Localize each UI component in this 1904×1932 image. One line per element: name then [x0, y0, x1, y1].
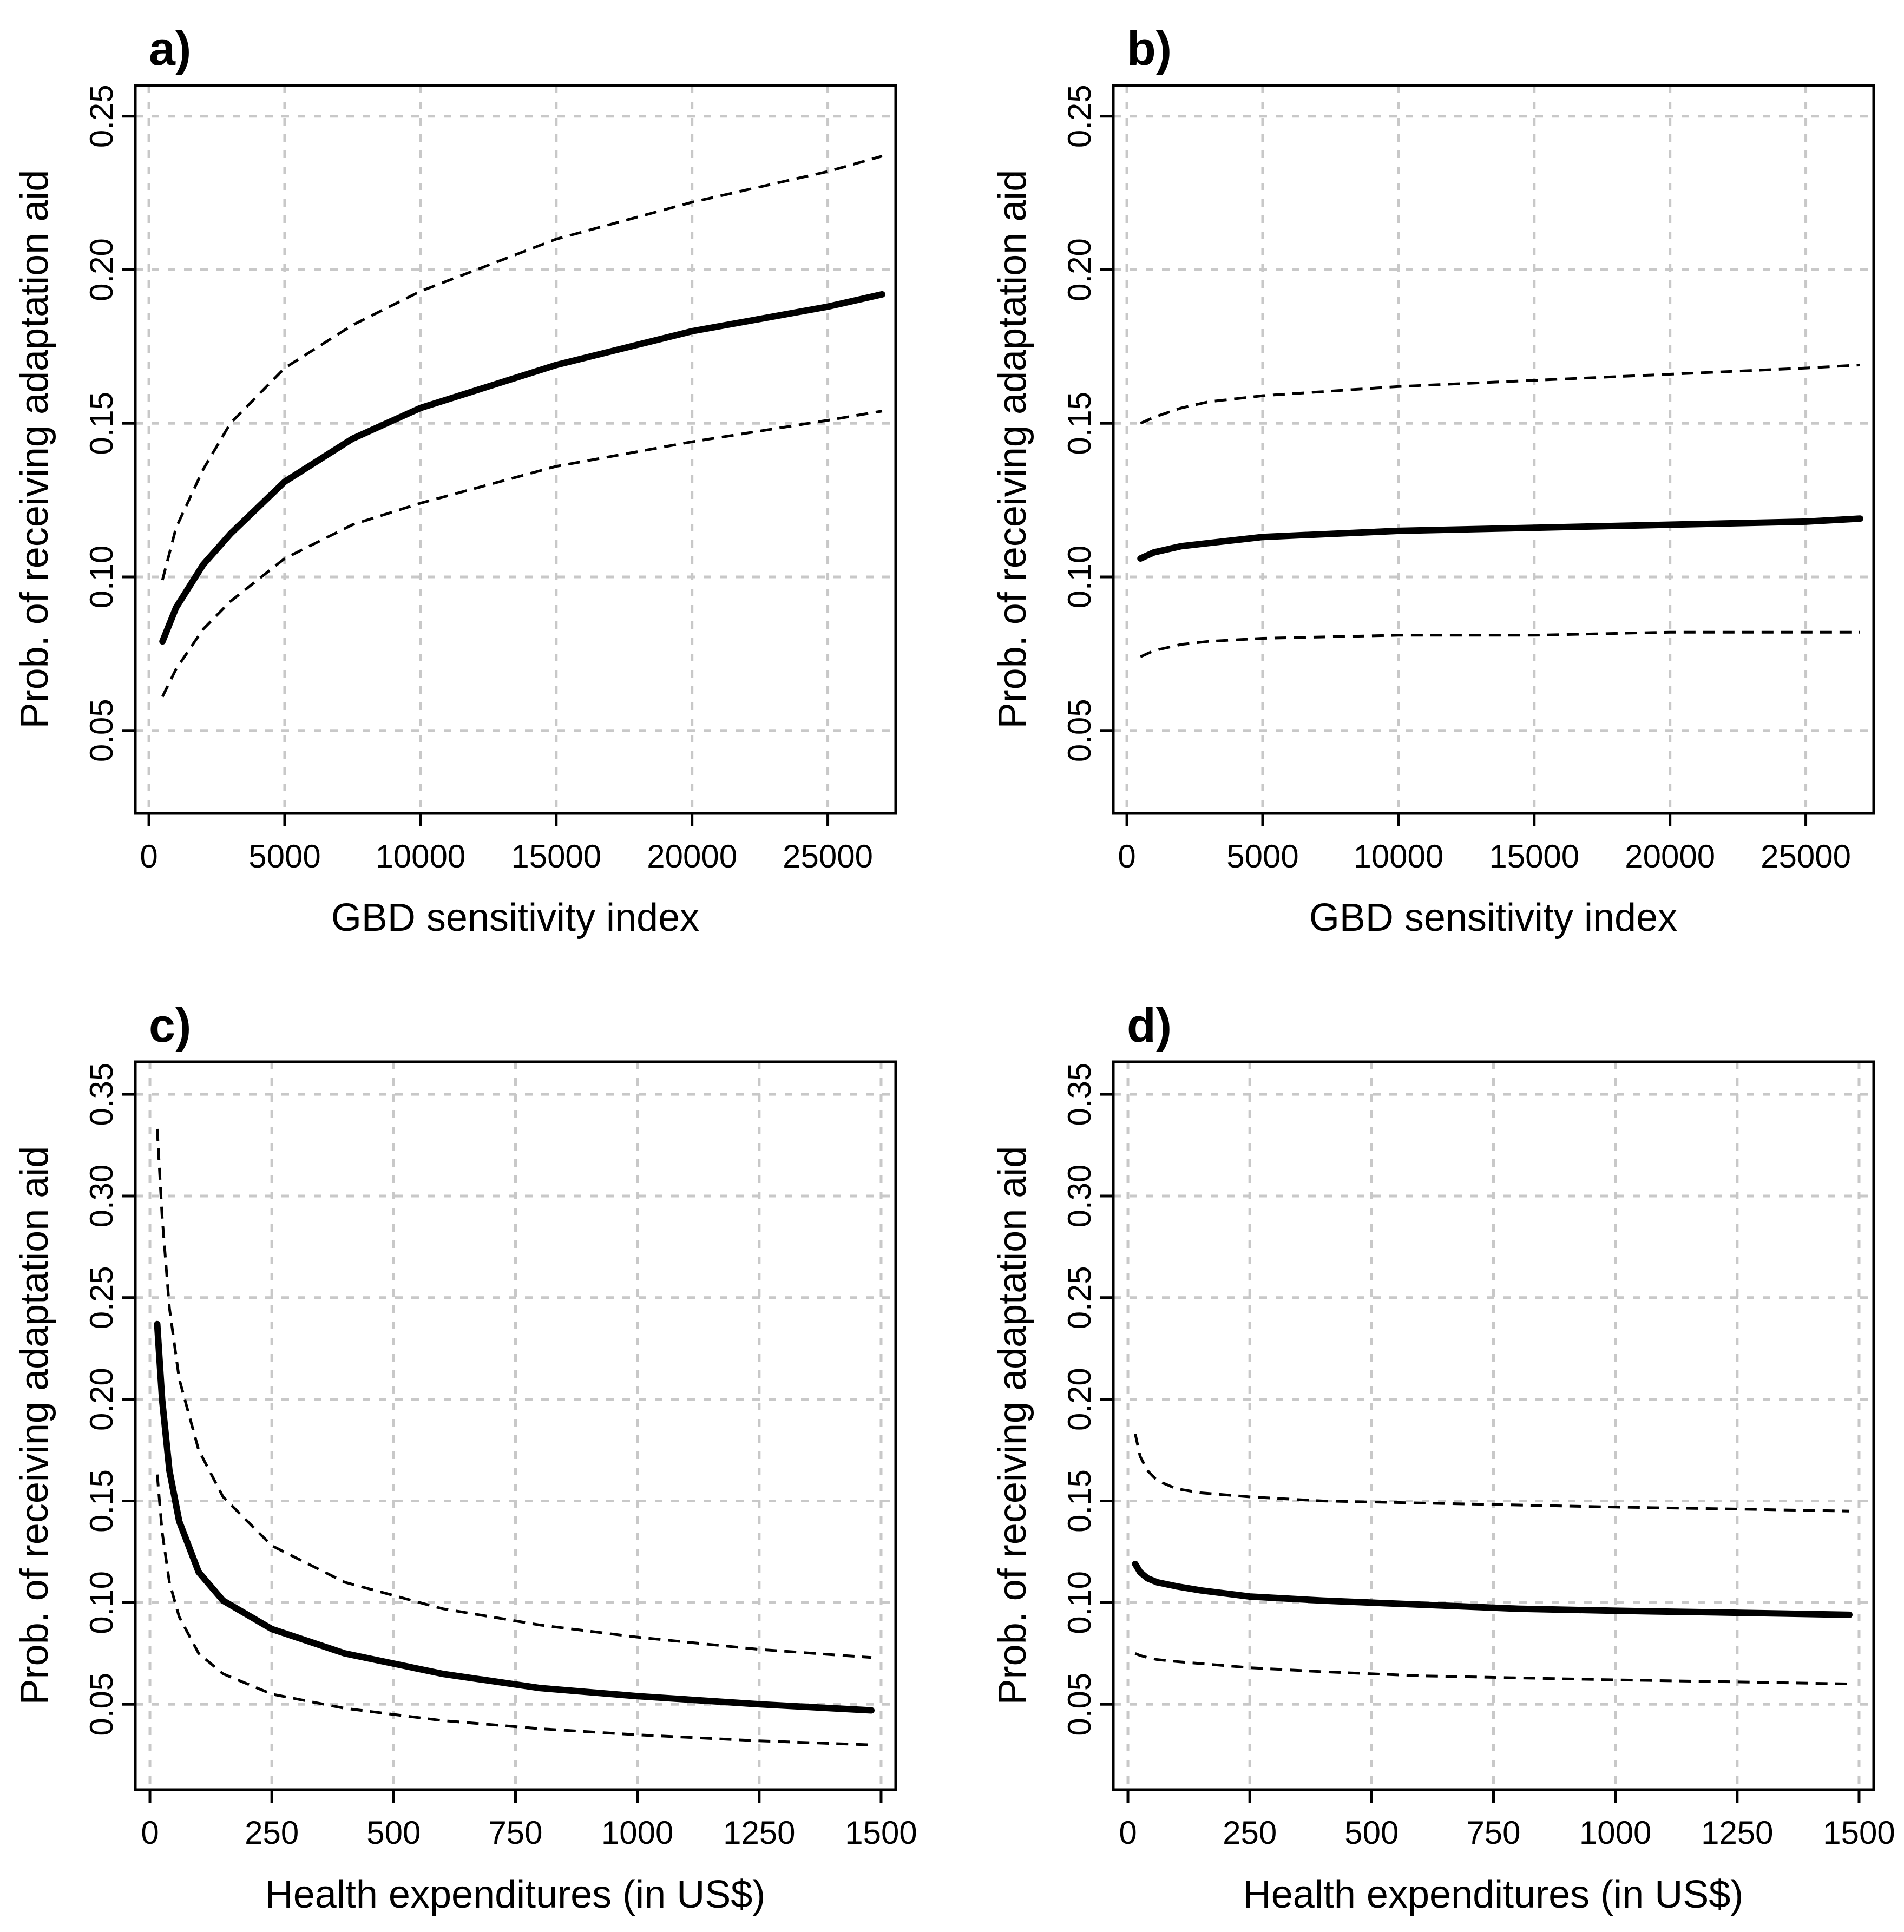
panel-a-ticks: 0 5000 10000 15000 20000 25000 0.05 0.10 0.15 0.2… [83, 84, 873, 875]
panel-c-y-tick-label-5: 0.30 [83, 1165, 120, 1228]
panel-c-series-estimate [154, 1320, 875, 1714]
panel-a-x-tick-label-4: 20000 [647, 838, 737, 875]
panel-b-y-axis-title: Prob. of receiving adaptation aid [991, 170, 1034, 729]
panel-a-x-axis-title: GBD sensitivity index [331, 896, 699, 939]
panel-d-y-tick-label-1: 0.10 [1061, 1571, 1098, 1634]
panel-c-y-tick-label-3: 0.20 [83, 1368, 120, 1431]
panel-c-series-upper [156, 1128, 872, 1659]
panel-d: d) 0 250 500 750 1000 1250 1500 0.05 0.10 0.15 0.2… [991, 998, 1895, 1916]
panel-b-y-tick-label-2: 0.15 [1061, 392, 1098, 455]
panel-c-y-tick-label-2: 0.15 [83, 1469, 120, 1533]
panel-b-x-tick-label-0: 0 [1118, 838, 1135, 875]
panel-c-x-tick-label-4: 1000 [601, 1815, 673, 1851]
panel-c-x-tick-label-0: 0 [141, 1815, 159, 1851]
panel-b: b) 0 5000 10000 15000 20000 25000 0.05 0.10 0.15… [991, 22, 1875, 939]
panel-a-x-tick-label-3: 15000 [511, 838, 601, 875]
panel-c-y-tick-label-1: 0.10 [83, 1571, 120, 1634]
panel-a-series-estimate [159, 291, 885, 645]
panel-a-x-tick-label-1: 5000 [248, 838, 320, 875]
panel-c: c) 0 250 500 750 1000 1250 1500 0.05 0.10 0.15 0.2… [13, 998, 917, 1916]
panel-a-y-tick-label-1: 0.10 [83, 546, 120, 609]
panel-c-y-tick-label-6: 0.35 [83, 1063, 120, 1126]
panel-c-y-tick-label-4: 0.25 [83, 1266, 120, 1329]
panel-a-series [159, 155, 885, 698]
panel-b-y-tick-label-4: 0.25 [1061, 84, 1098, 148]
panel-c-x-tick-label-6: 1500 [845, 1815, 917, 1851]
panel-d-y-tick-label-6: 0.35 [1061, 1063, 1098, 1126]
panel-d-series [1132, 1433, 1853, 1686]
panel-c-x-tick-label-2: 500 [366, 1815, 421, 1851]
panel-d-y-tick-label-3: 0.20 [1061, 1368, 1098, 1431]
panel-d-series-upper [1134, 1433, 1850, 1513]
panel-b-plot-frame [1112, 84, 1875, 815]
panel-d-x-tick-label-2: 500 [1344, 1815, 1399, 1851]
panel-c-ticks: 0 250 500 750 1000 1250 1500 0.05 0.10 0.15 0.20 0.… [83, 1063, 917, 1851]
panel-a-label: a) [149, 22, 191, 75]
panel-d-x-tick-label-0: 0 [1119, 1815, 1137, 1851]
panel-d-x-tick-label-6: 1500 [1823, 1815, 1895, 1851]
panel-b-x-tick-label-4: 20000 [1625, 838, 1715, 875]
panel-a-y-axis-title: Prob. of receiving adaptation aid [13, 170, 56, 729]
panel-b-ticks: 0 5000 10000 15000 20000 25000 0.05 0.10 0.15 0.2… [1061, 84, 1851, 875]
panel-b-series-lower [1140, 630, 1860, 658]
panel-b-series [1137, 363, 1863, 658]
panel-b-x-tick-label-2: 10000 [1353, 838, 1443, 875]
panel-b-y-tick-label-3: 0.20 [1061, 238, 1098, 301]
panel-c-x-tick-label-5: 1250 [723, 1815, 795, 1851]
panel-d-label: d) [1127, 998, 1172, 1052]
panel-d-x-tick-label-5: 1250 [1701, 1815, 1773, 1851]
panel-b-x-tick-label-3: 15000 [1489, 838, 1579, 875]
panel-c-x-tick-label-3: 750 [488, 1815, 542, 1851]
panel-d-x-tick-label-3: 750 [1466, 1815, 1520, 1851]
panel-b-series-estimate [1137, 515, 1863, 562]
panel-b-grid [1113, 86, 1874, 813]
panel-b-x-tick-label-1: 5000 [1226, 838, 1298, 875]
panel-d-y-tick-label-0: 0.05 [1061, 1673, 1098, 1736]
panel-d-x-tick-label-1: 250 [1223, 1815, 1277, 1851]
panel-a-y-tick-label-2: 0.15 [83, 392, 120, 455]
panel-d-y-axis-title: Prob. of receiving adaptation aid [991, 1146, 1034, 1705]
panel-c-series [154, 1128, 875, 1746]
panel-d-y-tick-label-5: 0.30 [1061, 1165, 1098, 1228]
panel-d-x-tick-label-4: 1000 [1579, 1815, 1651, 1851]
panel-a-y-tick-label-4: 0.25 [83, 84, 120, 148]
panel-d-ticks: 0 250 500 750 1000 1250 1500 0.05 0.10 0.15 0.20 0.… [1061, 1063, 1895, 1851]
panel-c-label: c) [149, 998, 191, 1052]
panel-d-y-tick-label-4: 0.25 [1061, 1266, 1098, 1329]
panel-a: a) 0 5000 10000 15000 20000 25000 0.05 0.10 0.15… [13, 22, 897, 939]
panel-a-x-tick-label-5: 25000 [783, 838, 873, 875]
panel-b-x-axis-title: GBD sensitivity index [1309, 896, 1677, 939]
panel-a-y-tick-label-3: 0.20 [83, 238, 120, 301]
panel-c-y-tick-label-0: 0.05 [83, 1673, 120, 1736]
panel-a-y-tick-label-0: 0.05 [83, 699, 120, 762]
panel-b-series-upper [1140, 363, 1861, 425]
panel-b-y-tick-label-1: 0.10 [1061, 546, 1098, 609]
panel-a-x-tick-label-2: 10000 [375, 838, 465, 875]
panel-a-series-lower [161, 410, 883, 698]
panel-a-grid [135, 86, 896, 813]
panel-c-series-lower [156, 1474, 872, 1746]
panel-d-grid [1113, 1062, 1874, 1790]
panel-c-x-axis-title: Health expenditures (in US$) [265, 1873, 765, 1916]
panel-c-y-axis-title: Prob. of receiving adaptation aid [13, 1146, 56, 1705]
panel-b-y-tick-label-0: 0.05 [1061, 699, 1098, 762]
panel-d-x-axis-title: Health expenditures (in US$) [1243, 1873, 1743, 1916]
panel-a-plot-frame [134, 84, 897, 815]
panel-c-x-tick-label-1: 250 [245, 1815, 299, 1851]
panel-b-x-tick-label-5: 25000 [1761, 838, 1851, 875]
panel-b-label: b) [1127, 22, 1172, 75]
panel-a-x-tick-label-0: 0 [140, 838, 157, 875]
panel-d-series-estimate [1132, 1561, 1853, 1618]
panel-d-y-tick-label-2: 0.15 [1061, 1469, 1098, 1533]
